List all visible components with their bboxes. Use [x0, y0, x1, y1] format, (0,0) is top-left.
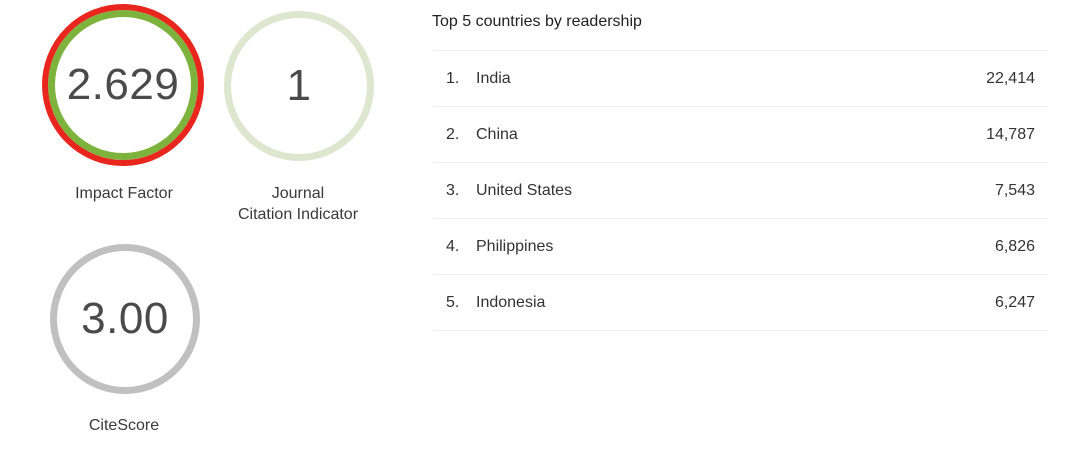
country-rank: 1. — [446, 69, 460, 87]
jci-label-line2: Citation Indicator — [237, 206, 359, 223]
jci-label-line1: Journal — [271, 185, 325, 202]
journal-citation-indicator-label: Journal Citation Indicator — [218, 183, 378, 225]
country-name: United States — [476, 181, 573, 199]
citescore-label: CiteScore — [88, 417, 160, 434]
table-row: 4. Philippines 6,826 — [434, 219, 1048, 275]
country-count: 7,543 — [994, 181, 1035, 199]
country-rank: 3. — [446, 181, 460, 199]
country-name: India — [476, 69, 511, 87]
impact-factor-value: 2.629 — [66, 60, 180, 109]
country-count: 22,414 — [986, 69, 1035, 87]
country-rank: 5. — [446, 293, 460, 311]
country-count: 14,787 — [986, 125, 1035, 143]
country-name: Philippines — [476, 237, 554, 255]
country-name: Indonesia — [476, 293, 546, 311]
table-row: 5. Indonesia 6,247 — [434, 275, 1048, 331]
table-row: 1. India 22,414 — [434, 51, 1048, 107]
country-count: 6,826 — [994, 237, 1035, 255]
journal-citation-indicator-ring[interactable]: 1 — [224, 11, 374, 161]
country-rank: 4. — [446, 237, 460, 255]
citescore-ring[interactable]: 3.00 — [50, 244, 200, 394]
country-rank: 2. — [446, 125, 460, 143]
country-name: China — [476, 125, 518, 143]
table-row: 3. United States 7,543 — [434, 163, 1048, 219]
impact-factor-label: Impact Factor — [75, 185, 173, 202]
impact-factor-ring[interactable]: 2.629 — [42, 4, 204, 166]
journal-citation-indicator-value: 1 — [286, 61, 312, 110]
citescore-value: 3.00 — [81, 294, 169, 343]
readership-title: Top 5 countries by readership — [432, 13, 642, 30]
country-count: 6,247 — [994, 293, 1035, 311]
table-row: 2. China 14,787 — [434, 107, 1048, 163]
country-readership-table: 1. India 22,414 2. China 14,787 3. Unite… — [434, 50, 1048, 331]
